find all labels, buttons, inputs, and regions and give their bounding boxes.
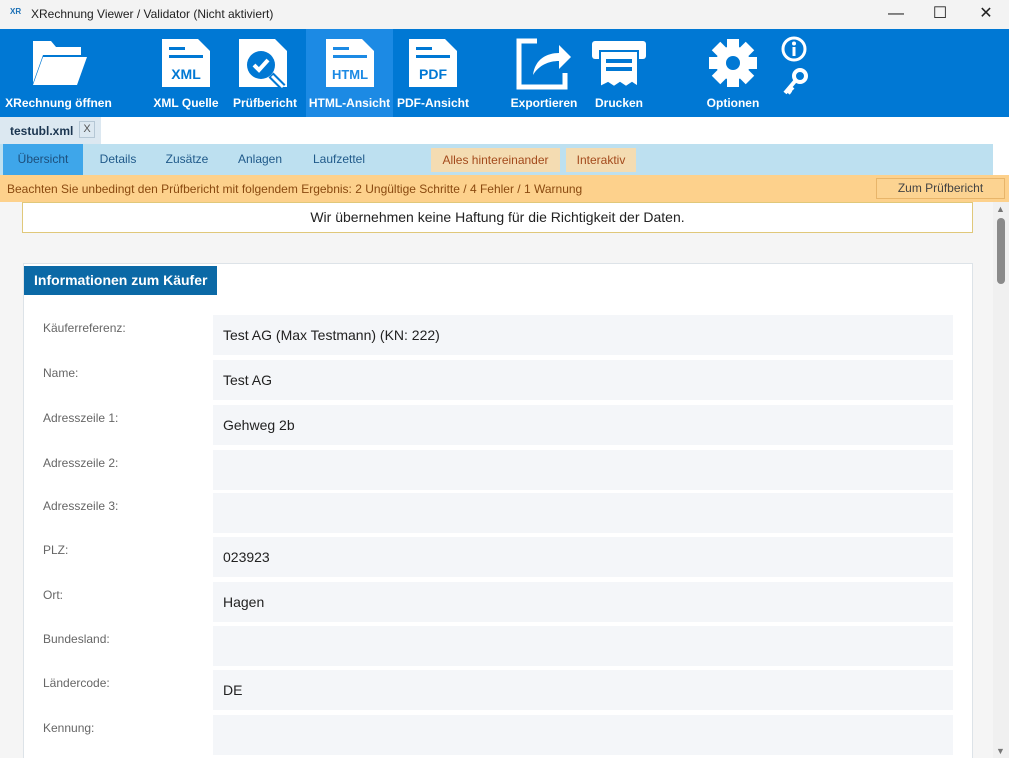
toolbar: XRechnung öffnen XML XML Quelle Prüfberi… (0, 29, 1009, 117)
svg-text:PDF: PDF (419, 66, 447, 82)
gear-icon (709, 39, 757, 87)
tab-uebersicht[interactable]: Übersicht (3, 144, 83, 175)
field-row: Name: Test AG (24, 360, 974, 400)
disclaimer-notice: Wir übernehmen keine Haftung für die Ric… (22, 202, 973, 233)
tab-laufzettel[interactable]: Laufzettel (312, 152, 366, 166)
close-tab-button[interactable]: X (79, 121, 95, 138)
app-icon: XR (10, 7, 22, 16)
scroll-down-arrow-icon[interactable]: ▼ (996, 746, 1005, 756)
tab-details[interactable]: Details (99, 152, 137, 166)
close-window-button[interactable]: ✕ (979, 5, 993, 22)
pdf-view-button[interactable]: PDF PDF-Ansicht (397, 29, 469, 117)
minimize-button[interactable]: — (888, 5, 904, 22)
tab-anlagen[interactable]: Anlagen (237, 152, 283, 166)
warning-message: Beachten Sie unbedingt den Prüfbericht m… (7, 182, 583, 196)
xml-source-button[interactable]: XML XML Quelle (150, 29, 222, 117)
view-nav: Übersicht Details Zusätze Anlagen Laufze… (0, 144, 993, 175)
field-row: Adresszeile 2: (24, 450, 974, 490)
scroll-up-arrow-icon[interactable]: ▲ (996, 204, 1005, 214)
window-title: XRechnung Viewer / Validator (Nicht akti… (31, 7, 274, 21)
goto-pruefbericht-button[interactable]: Zum Prüfbericht (876, 178, 1005, 199)
vertical-scrollbar[interactable]: ▲ ▼ (993, 202, 1009, 758)
validation-warning-bar: Beachten Sie unbedingt den Prüfbericht m… (0, 175, 1009, 202)
field-row: Adresszeile 3: (24, 493, 974, 533)
field-row: Ort: Hagen (24, 582, 974, 622)
html-view-content: Wir übernehmen keine Haftung für die Ric… (0, 202, 993, 758)
field-row: Kennung: (24, 715, 974, 755)
title-bar: XR XRechnung Viewer / Validator (Nicht a… (0, 0, 1009, 29)
svg-text:HTML: HTML (331, 67, 367, 82)
export-icon (516, 38, 571, 90)
maximize-button[interactable]: ☐ (932, 5, 948, 22)
options-button[interactable]: Optionen (700, 29, 766, 117)
key-icon[interactable] (781, 67, 809, 97)
open-xrechnung-button[interactable]: XRechnung öffnen (0, 29, 117, 117)
section-title: Informationen zum Käufer (24, 266, 218, 295)
tab-interaktiv[interactable]: Interaktiv (566, 148, 636, 172)
printer-icon (592, 41, 646, 89)
field-row: Ländercode: DE (24, 670, 974, 710)
scrollbar-thumb[interactable] (997, 218, 1005, 284)
pdf-file-icon: PDF (409, 39, 457, 87)
field-row: PLZ: 023923 (24, 537, 974, 577)
buyer-info-section: Informationen zum Käufer Käuferreferenz:… (23, 263, 973, 758)
xml-file-icon: XML (162, 39, 210, 87)
tab-zusaetze[interactable]: Zusätze (165, 152, 209, 166)
html-view-button[interactable]: HTML HTML-Ansicht (306, 29, 393, 117)
document-tabs: testubl.xml X (0, 117, 1009, 144)
print-button[interactable]: Drucken (588, 29, 650, 117)
pruefbericht-button[interactable]: Prüfbericht (229, 29, 301, 117)
folder-icon (32, 41, 87, 85)
field-row: Adresszeile 1: Gehweg 2b (24, 405, 974, 445)
export-button[interactable]: Exportieren (508, 29, 580, 117)
info-icon[interactable] (780, 35, 808, 63)
field-row: Käuferreferenz: Test AG (Max Testmann) (K… (24, 315, 974, 355)
file-tab[interactable]: testubl.xml X (0, 117, 101, 144)
magnifier-check-icon (239, 39, 287, 90)
tab-alles-hintereinander[interactable]: Alles hintereinander (431, 148, 560, 172)
svg-text:XML: XML (171, 66, 201, 82)
field-row: Bundesland: (24, 626, 974, 666)
html-file-icon: HTML (325, 39, 374, 87)
